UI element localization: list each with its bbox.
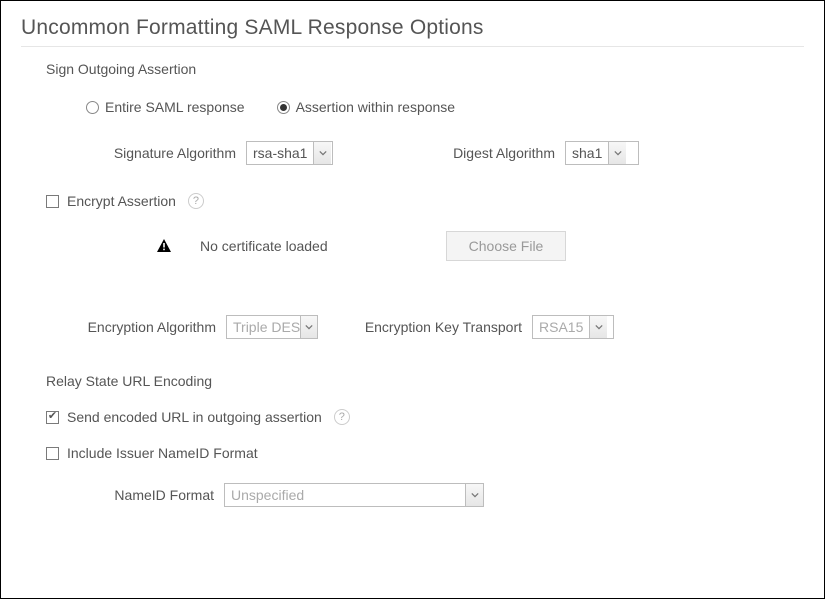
include-issuer-row: Include Issuer NameID Format bbox=[46, 445, 804, 461]
panel-title: Uncommon Formatting SAML Response Option… bbox=[21, 16, 804, 40]
sign-scope-radio-row: Entire SAML response Assertion within re… bbox=[86, 99, 804, 115]
select-value: RSA15 bbox=[533, 316, 589, 338]
sign-outgoing-assertion-section: Sign Outgoing Assertion Entire SAML resp… bbox=[46, 61, 804, 165]
checkbox-icon bbox=[46, 411, 59, 424]
encrypt-assertion-checkbox-row: Encrypt Assertion ? bbox=[46, 193, 804, 209]
signature-algorithm-label: Signature Algorithm bbox=[104, 145, 236, 161]
radio-label: Assertion within response bbox=[296, 99, 456, 115]
encryption-algorithm-select[interactable]: Triple DES bbox=[226, 315, 318, 339]
help-icon[interactable]: ? bbox=[334, 409, 350, 425]
encryption-algo-row: Encryption Algorithm Triple DES Encrypti… bbox=[76, 315, 804, 339]
no-certificate-text: No certificate loaded bbox=[200, 238, 328, 254]
chevron-down-icon bbox=[608, 142, 626, 164]
chevron-down-icon bbox=[589, 316, 607, 338]
encryption-algorithm-label: Encryption Algorithm bbox=[76, 319, 216, 335]
certificate-row: No certificate loaded Choose File bbox=[156, 231, 804, 261]
encrypt-assertion-section: Encrypt Assertion ? No certificate loade… bbox=[46, 193, 804, 339]
warning-icon bbox=[156, 238, 172, 254]
encryption-key-transport-select[interactable]: RSA15 bbox=[532, 315, 614, 339]
checkbox-icon bbox=[46, 447, 59, 460]
help-icon[interactable]: ? bbox=[188, 193, 204, 209]
select-value: sha1 bbox=[566, 142, 608, 164]
nameid-format-label: NameID Format bbox=[104, 487, 214, 503]
select-value: Unspecified bbox=[225, 484, 465, 506]
signature-algorithm-select[interactable]: rsa-sha1 bbox=[246, 141, 333, 165]
select-value: Triple DES bbox=[227, 316, 300, 338]
divider bbox=[21, 46, 804, 47]
checkbox-label: Include Issuer NameID Format bbox=[67, 445, 258, 461]
section-title-sign: Sign Outgoing Assertion bbox=[46, 61, 804, 77]
checkbox-label: Encrypt Assertion bbox=[67, 193, 176, 209]
chevron-down-icon bbox=[313, 142, 331, 164]
algorithm-row: Signature Algorithm rsa-sha1 Digest Algo… bbox=[104, 141, 804, 165]
radio-icon bbox=[277, 101, 290, 114]
chevron-down-icon bbox=[465, 484, 483, 506]
nameid-format-row: NameID Format Unspecified bbox=[104, 483, 804, 507]
settings-panel: Uncommon Formatting SAML Response Option… bbox=[0, 0, 825, 599]
digest-algorithm-select[interactable]: sha1 bbox=[565, 141, 639, 165]
chevron-down-icon bbox=[300, 316, 317, 338]
digest-algorithm-label: Digest Algorithm bbox=[443, 145, 555, 161]
radio-icon bbox=[86, 101, 99, 114]
send-encoded-url-row: Send encoded URL in outgoing assertion ? bbox=[46, 409, 804, 425]
include-issuer-nameid-checkbox[interactable]: Include Issuer NameID Format bbox=[46, 445, 258, 461]
radio-assertion-within-response[interactable]: Assertion within response bbox=[277, 99, 456, 115]
send-encoded-url-checkbox[interactable]: Send encoded URL in outgoing assertion bbox=[46, 409, 322, 425]
checkbox-icon bbox=[46, 195, 59, 208]
relay-state-section: Relay State URL Encoding Send encoded UR… bbox=[46, 373, 804, 507]
section-title-relay: Relay State URL Encoding bbox=[46, 373, 804, 389]
radio-entire-saml-response[interactable]: Entire SAML response bbox=[86, 99, 245, 115]
choose-file-button[interactable]: Choose File bbox=[446, 231, 567, 261]
checkbox-label: Send encoded URL in outgoing assertion bbox=[67, 409, 322, 425]
encrypt-assertion-checkbox[interactable]: Encrypt Assertion bbox=[46, 193, 176, 209]
radio-label: Entire SAML response bbox=[105, 99, 245, 115]
select-value: rsa-sha1 bbox=[247, 142, 313, 164]
encryption-key-transport-label: Encryption Key Transport bbox=[354, 319, 522, 335]
nameid-format-select[interactable]: Unspecified bbox=[224, 483, 484, 507]
